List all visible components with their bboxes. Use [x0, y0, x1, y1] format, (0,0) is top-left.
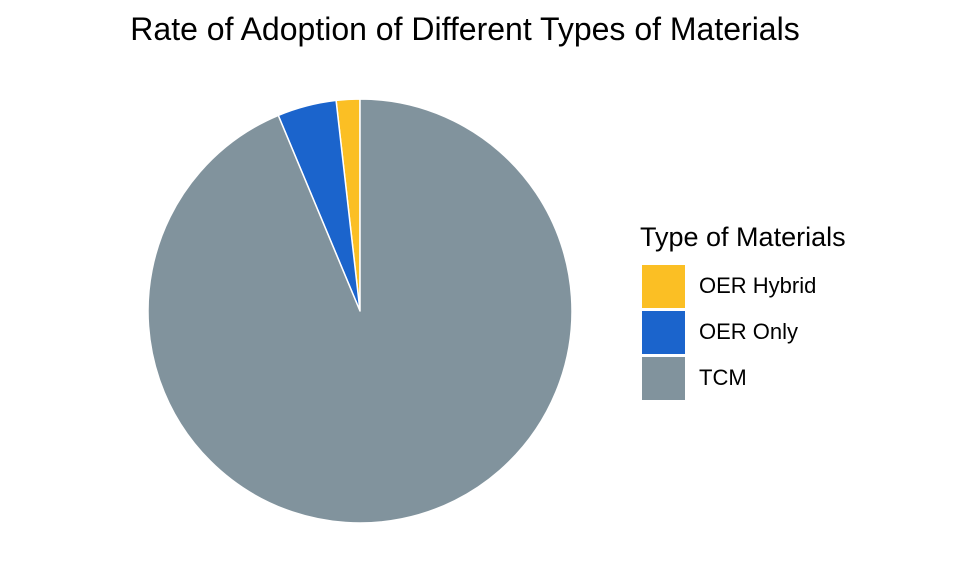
legend-label-tcm: TCM	[699, 365, 747, 390]
legend-items: OER Hybrid OER Only TCM	[640, 263, 940, 401]
legend-item-oer-only: OER Only	[640, 309, 940, 355]
legend-label-oer-hybrid: OER Hybrid	[699, 273, 817, 298]
legend-swatch-oer-hybrid	[642, 264, 685, 308]
legend-title: Type of Materials	[640, 222, 846, 252]
pie-slices	[147, 98, 573, 524]
legend-swatch-oer-only	[642, 310, 685, 354]
legend-label-oer-only: OER Only	[699, 319, 799, 344]
legend-item-oer-hybrid: OER Hybrid	[640, 263, 940, 309]
legend: Type of Materials OER Hybrid OER Only TCM	[640, 220, 940, 401]
legend-item-tcm: TCM	[640, 355, 940, 401]
legend-swatch-tcm	[642, 356, 685, 400]
pie-slice-tcm	[147, 98, 573, 524]
chart-title: Rate of Adoption of Different Types of M…	[130, 11, 800, 47]
